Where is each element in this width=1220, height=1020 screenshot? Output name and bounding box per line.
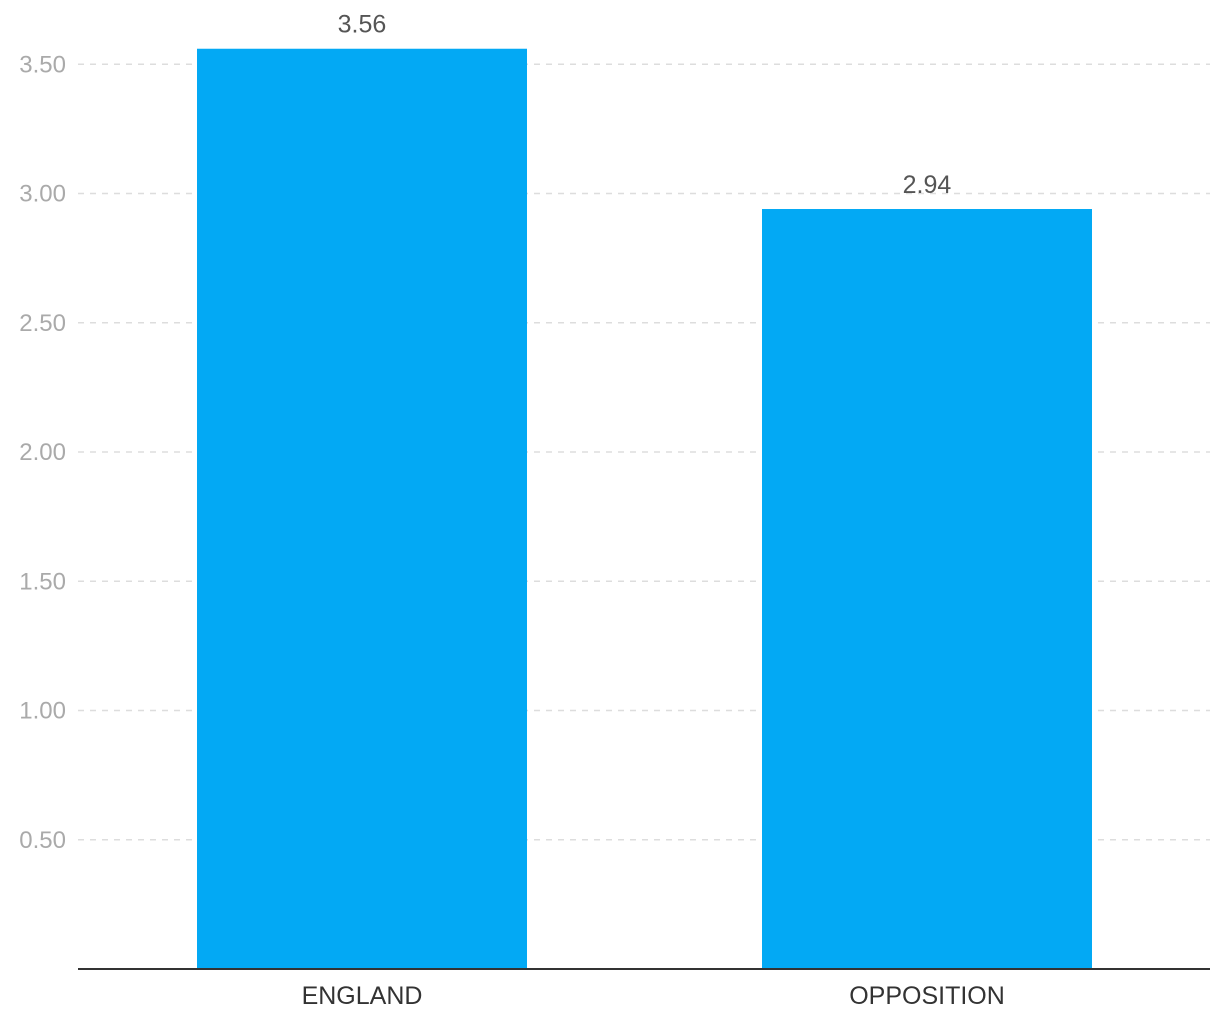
- y-axis-ticks: 0.50 1.00 1.50 2.00 2.50 3.00 3.50: [19, 51, 66, 854]
- data-label: 3.56: [338, 11, 387, 39]
- data-labels: 3.56 2.94: [338, 11, 952, 199]
- x-axis-ticks: ENGLAND OPPOSITION: [302, 982, 1005, 1010]
- y-tick-label: 1.00: [19, 698, 66, 725]
- gridlines: [78, 63, 1210, 841]
- data-label: 2.94: [903, 171, 952, 199]
- bar-england: [197, 48, 527, 970]
- y-tick-label: 2.00: [19, 439, 66, 466]
- y-tick-label: 0.50: [19, 827, 66, 854]
- x-tick-label: OPPOSITION: [849, 982, 1005, 1010]
- y-tick-label: 1.50: [19, 568, 66, 595]
- bars: [197, 48, 1092, 970]
- y-tick-label: 3.00: [19, 181, 66, 208]
- x-tick-label: ENGLAND: [302, 982, 423, 1010]
- y-tick-label: 3.50: [19, 51, 66, 78]
- y-tick-label: 2.50: [19, 310, 66, 337]
- bar-opposition: [762, 209, 1092, 969]
